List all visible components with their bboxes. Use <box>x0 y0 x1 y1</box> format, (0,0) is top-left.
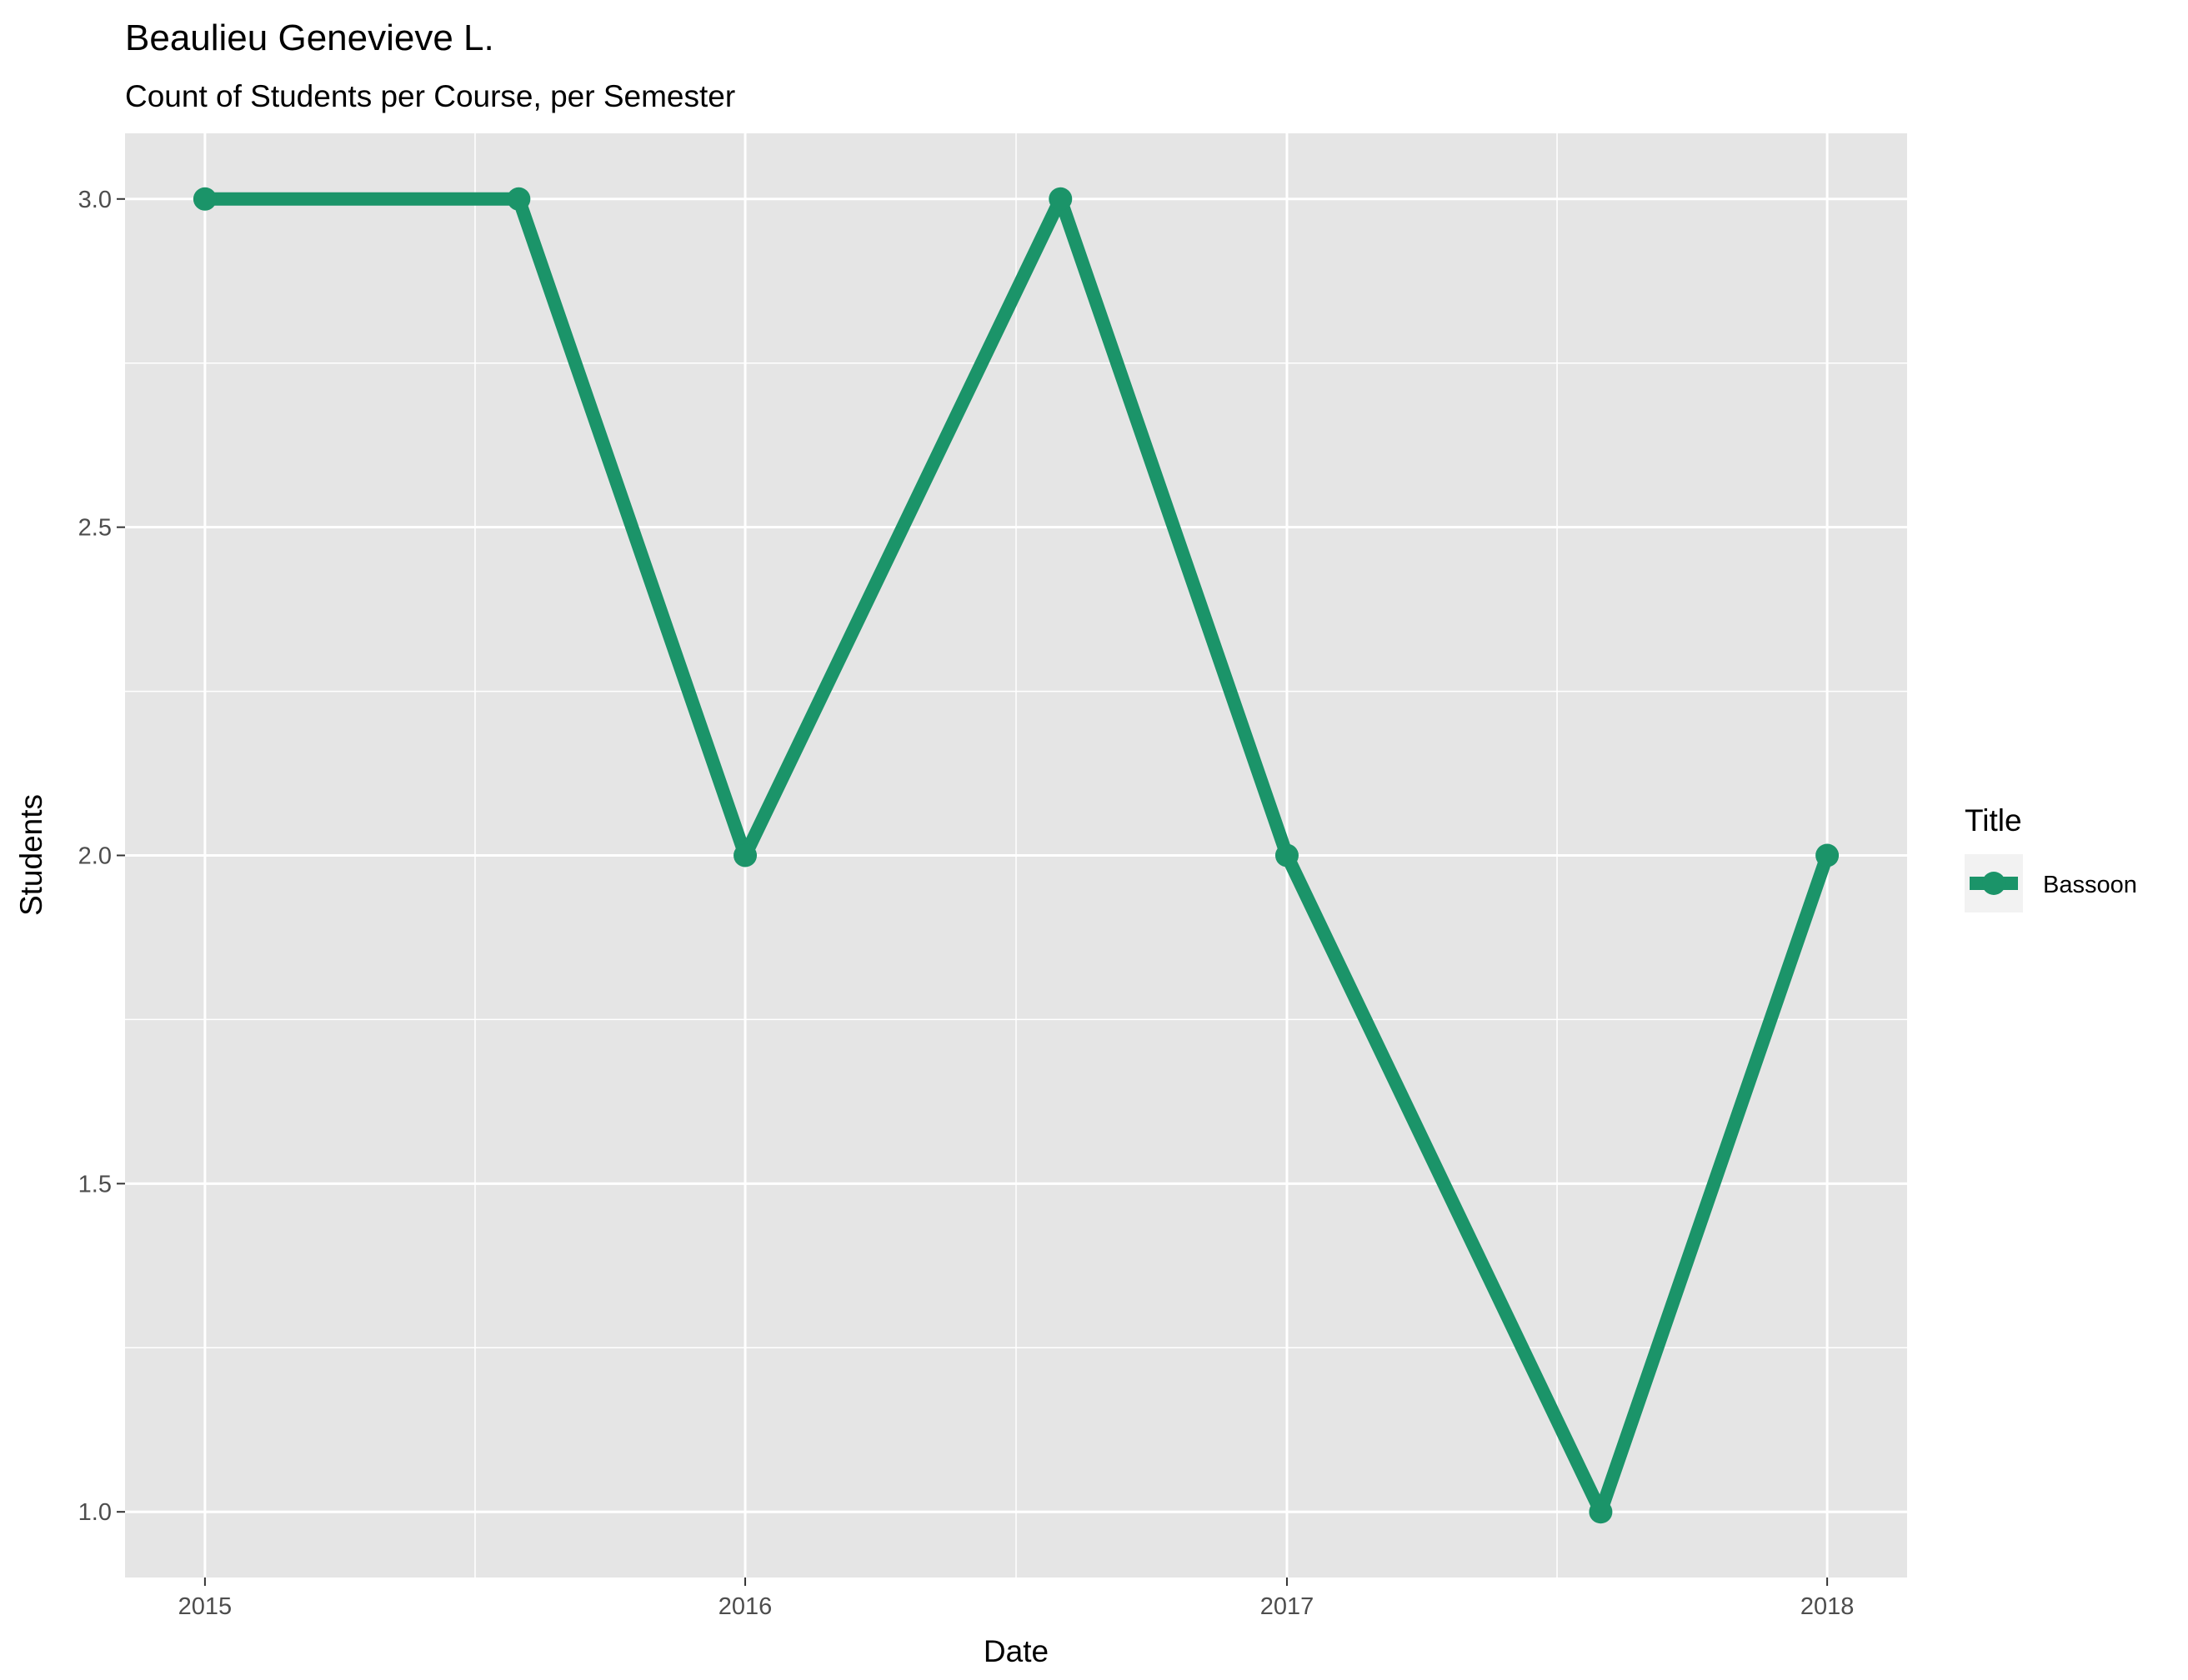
legend-label-bassoon: Bassoon <box>2043 872 2137 898</box>
legend: Title Bassoon <box>1965 803 2137 912</box>
y-axis: 1.0 1.5 2.0 2.5 3.0 <box>78 187 125 1526</box>
chart-title: Beaulieu Genevieve L. <box>125 18 494 58</box>
data-point <box>1049 187 1073 211</box>
y-axis-title: Students <box>14 794 48 916</box>
y-tick-label: 2.5 <box>78 515 112 542</box>
data-point <box>507 187 531 211</box>
y-tick-label: 1.0 <box>78 1499 112 1526</box>
series-layer <box>193 187 1840 1524</box>
x-tick-label: 2016 <box>718 1593 773 1620</box>
legend-title: Title <box>1965 803 2022 838</box>
x-tick-label: 2017 <box>1260 1593 1314 1620</box>
x-axis-title: Date <box>984 1634 1049 1668</box>
data-point <box>1815 843 1840 868</box>
data-point <box>1274 843 1299 868</box>
y-tick-label: 1.5 <box>78 1171 112 1198</box>
data-point <box>734 843 758 868</box>
x-tick-label: 2018 <box>1800 1593 1855 1620</box>
x-axis: 2015 2016 2017 2018 <box>178 1578 1855 1620</box>
x-tick-label: 2015 <box>178 1593 233 1620</box>
y-tick-label: 2.0 <box>78 843 112 870</box>
data-point <box>1589 1500 1613 1524</box>
legend-key-point <box>1982 872 2005 895</box>
y-tick-label: 3.0 <box>78 187 112 213</box>
data-point <box>193 187 217 211</box>
chart-subtitle: Count of Students per Course, per Semest… <box>125 79 735 113</box>
